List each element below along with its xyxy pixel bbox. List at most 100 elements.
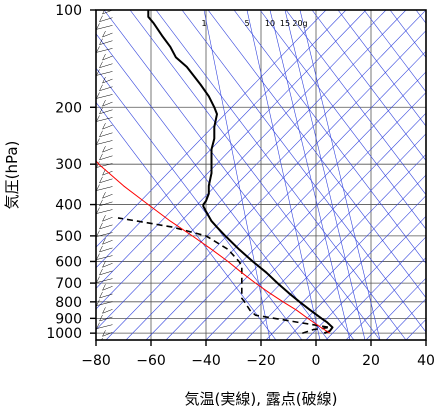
mixing-ratio-label: 10 [265,19,275,28]
dry-adiabat-line [96,10,387,310]
isotherm-line [207,10,426,299]
x-tick-label: 40 [417,353,435,369]
y-tick-label: 300 [55,157,82,173]
wind-barb [96,207,113,214]
temperature-line [147,10,334,335]
wind-barb [102,261,113,268]
y-axis-title: 気圧(hPa) [3,141,21,210]
y-tick-label: 200 [55,100,82,116]
series-layer [96,10,334,335]
adiabat-layer [96,10,426,340]
wind-barb [96,161,113,168]
wind-barb [96,184,113,191]
y-tick-label: 500 [55,229,82,245]
wind-barb [96,230,113,237]
x-tick-label: −40 [191,353,221,369]
wind-barb [99,268,113,276]
isotherm-line [363,10,426,93]
wind-barb [102,192,113,199]
isotherm-line [155,10,407,340]
wind-barb [96,115,113,122]
isotherm-line [311,10,426,161]
x-tick-label: −60 [136,353,166,369]
wind-barb [102,215,113,222]
isotherm-line [103,10,355,340]
wind-barb [96,299,113,306]
wind-barb [96,253,113,260]
dry-adiabat-line [205,112,426,340]
dry-adiabat-line [125,30,426,340]
wind-barb [102,30,113,38]
isotherm-line [96,33,329,340]
dry-adiabat-line [96,10,407,331]
x-axis-title: 気温(実線), 露点(破線) [185,390,338,408]
isotherm-line [129,10,381,340]
wind-barb [99,199,113,207]
dry-adiabat-line [185,92,426,340]
dry-adiabat-line [105,10,426,340]
isotherm-line [96,67,303,340]
parcel-line [96,160,331,334]
wind-barb [102,238,113,245]
wind-barb [99,84,113,91]
y-tick-label: 100 [55,3,82,19]
dry-adiabat-line [285,195,426,340]
dry-adiabat-line [265,174,426,340]
wind-barb [99,130,113,138]
mixing-ratio-label: 15 [280,19,290,28]
x-tick-label: −80 [81,353,111,369]
mixing-ratio-line [284,10,366,340]
x-axis-ticks: −80 −60 −40 −20 0 20 40 [81,340,435,369]
wind-barb [99,245,113,253]
wind-barb [96,138,113,145]
wind-barb [99,291,113,299]
wind-barb [99,107,113,115]
wind-barb [102,284,113,291]
wind-barb [102,123,113,130]
isotherm-line [96,101,277,340]
y-tick-label: 1000 [46,326,82,342]
wind-barb [99,15,113,22]
wind-barb [96,69,113,76]
wind-barb [96,276,113,283]
mixing-ratio-label: 20g [292,19,307,28]
wind-barb [101,337,113,340]
wind-barb [99,38,113,45]
x-tick-label: 20 [362,353,380,369]
dry-adiabat-line [345,257,426,340]
wind-barb [99,314,113,322]
dewpoint-line [117,217,331,334]
isotherm-line [259,10,426,230]
wind-barb [102,330,113,337]
wind-barb [99,222,113,230]
x-tick-label: 0 [312,353,321,369]
y-tick-label: 700 [55,276,82,292]
dry-adiabat-line [96,10,327,248]
wind-barb [96,46,113,53]
dry-adiabat-line [325,236,426,340]
wind-barb [99,176,113,184]
isotherm-line [233,10,426,264]
wind-barb [99,153,113,161]
mixing-ratio-labels: 1 5 10 15 20g [201,19,307,28]
wind-barb [99,61,113,68]
wind-barb [102,76,113,84]
mixing-ratio-line [269,10,351,340]
wind-barb [96,23,113,30]
dry-adiabat-line [305,215,426,340]
y-tick-label: 900 [55,311,82,327]
isotherm-line [181,10,426,333]
wind-barb [96,92,113,99]
wind-barb [96,322,113,329]
wind-barb [102,53,113,61]
mixing-ratio-label: 5 [244,19,249,28]
dry-adiabat-line [245,153,426,340]
dry-adiabat-line [425,339,426,340]
y-tick-label: 400 [55,198,82,214]
dry-adiabat-line [96,10,367,289]
y-tick-label: 800 [55,295,82,311]
dry-adiabat-line [96,10,347,269]
dry-adiabat-line [145,50,426,340]
